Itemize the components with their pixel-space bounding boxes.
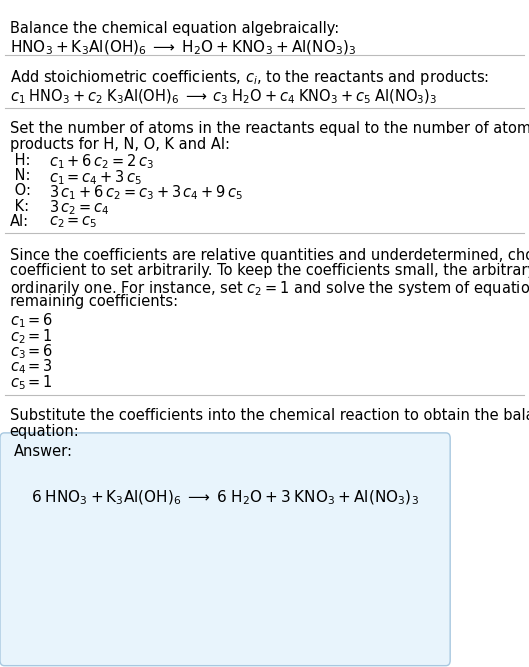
Text: equation:: equation:	[10, 424, 79, 438]
Text: $3\,c_2 = c_4$: $3\,c_2 = c_4$	[49, 199, 110, 217]
Text: O:: O:	[10, 183, 31, 198]
Text: $3\,c_1 + 6\,c_2 = c_3 + 3\,c_4 + 9\,c_5$: $3\,c_1 + 6\,c_2 = c_3 + 3\,c_4 + 9\,c_5…	[49, 183, 243, 202]
Text: $c_2 = c_5$: $c_2 = c_5$	[49, 214, 98, 230]
Text: Answer:: Answer:	[14, 444, 73, 458]
Text: Al:: Al:	[10, 214, 29, 229]
Text: $6\;\mathrm{HNO_3} + \mathrm{K_3Al(OH)_6} \;\longrightarrow\; 6\;\mathrm{H_2O} +: $6\;\mathrm{HNO_3} + \mathrm{K_3Al(OH)_6…	[31, 488, 419, 507]
Text: H:: H:	[10, 153, 30, 167]
Text: Balance the chemical equation algebraically:: Balance the chemical equation algebraica…	[10, 21, 339, 36]
Text: $c_1 = 6$: $c_1 = 6$	[10, 311, 53, 330]
Text: $c_2 = 1$: $c_2 = 1$	[10, 327, 52, 346]
Text: $c_1 = c_4 + 3\,c_5$: $c_1 = c_4 + 3\,c_5$	[49, 168, 142, 187]
Text: K:: K:	[10, 199, 29, 213]
Text: Since the coefficients are relative quantities and underdetermined, choose a: Since the coefficients are relative quan…	[10, 248, 529, 263]
Text: Substitute the coefficients into the chemical reaction to obtain the balanced: Substitute the coefficients into the che…	[10, 408, 529, 423]
Text: $\mathrm{HNO_3 + K_3Al(OH)_6 \;\longrightarrow\; H_2O + KNO_3 + Al(NO_3)_3}$: $\mathrm{HNO_3 + K_3Al(OH)_6 \;\longrigh…	[10, 39, 356, 57]
Text: $c_4 = 3$: $c_4 = 3$	[10, 358, 52, 376]
Text: ordinarily one. For instance, set $c_2 = 1$ and solve the system of equations fo: ordinarily one. For instance, set $c_2 =…	[10, 279, 529, 297]
Text: Add stoichiometric coefficients, $c_i$, to the reactants and products:: Add stoichiometric coefficients, $c_i$, …	[10, 68, 489, 87]
FancyBboxPatch shape	[0, 433, 450, 666]
Text: $c_1 + 6\,c_2 = 2\,c_3$: $c_1 + 6\,c_2 = 2\,c_3$	[49, 153, 154, 171]
Text: $c_5 = 1$: $c_5 = 1$	[10, 373, 52, 392]
Text: $c_1\;\mathrm{HNO_3} + c_2\;\mathrm{K_3Al(OH)_6} \;\longrightarrow\; c_3\;\mathr: $c_1\;\mathrm{HNO_3} + c_2\;\mathrm{K_3A…	[10, 88, 437, 107]
Text: remaining coefficients:: remaining coefficients:	[10, 294, 178, 309]
Text: $c_3 = 6$: $c_3 = 6$	[10, 342, 53, 361]
Text: Set the number of atoms in the reactants equal to the number of atoms in the: Set the number of atoms in the reactants…	[10, 121, 529, 136]
Text: coefficient to set arbitrarily. To keep the coefficients small, the arbitrary va: coefficient to set arbitrarily. To keep …	[10, 263, 529, 278]
Text: N:: N:	[10, 168, 30, 183]
Text: products for H, N, O, K and Al:: products for H, N, O, K and Al:	[10, 137, 230, 151]
